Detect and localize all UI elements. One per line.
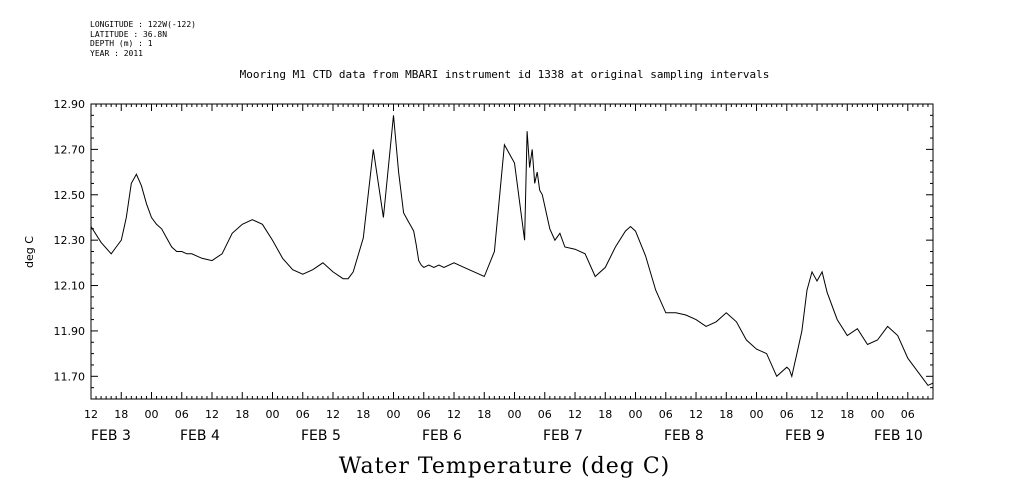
x-hour-tick-label: 18 <box>719 408 733 421</box>
x-hour-tick-label: 00 <box>387 408 401 421</box>
x-hour-tick-label: 06 <box>417 408 431 421</box>
x-hour-tick-label: 00 <box>750 408 764 421</box>
x-hour-tick-label: 06 <box>296 408 310 421</box>
axis-labels: 12 18 00 06 12 18 00 06 12 18 00 06 12 18 00 06 12 18 00 06… <box>54 98 923 444</box>
metadata-block: LONGITUDE : 122W(-122) LATITUDE : 36.8N … <box>90 20 196 58</box>
x-hour-tick-label: 12 <box>568 408 582 421</box>
x-hour-tick-label: 12 <box>810 408 824 421</box>
x-day-label: FEB 3 <box>91 428 131 444</box>
y-tick-label: 12.30 <box>54 234 86 247</box>
x-hour-tick-label: 06 <box>659 408 673 421</box>
x-hour-tick-label: 18 <box>235 408 249 421</box>
x-day-label: FEB 7 <box>543 428 583 444</box>
x-hour-tick-label: 06 <box>901 408 915 421</box>
x-hour-tick-label: 06 <box>538 408 552 421</box>
y-tick-label: 12.50 <box>54 189 86 202</box>
temperature-series-line <box>90 115 934 387</box>
longitude-line: LONGITUDE : 122W(-122) <box>90 20 196 29</box>
x-hour-tick-label: 12 <box>326 408 340 421</box>
axis-ticks <box>90 103 934 400</box>
x-axis-title: Water Temperature (deg C) <box>338 454 671 479</box>
x-hour-tick-label: 18 <box>477 408 491 421</box>
x-day-label: FEB 10 <box>874 428 923 444</box>
x-hour-tick-label: 00 <box>508 408 522 421</box>
y-tick-label: 12.70 <box>54 143 86 156</box>
x-day-label: FEB 9 <box>785 428 825 444</box>
x-hour-tick-label: 12 <box>205 408 219 421</box>
x-hour-tick-label: 00 <box>266 408 280 421</box>
x-hour-tick-label: 12 <box>447 408 461 421</box>
x-day-label: FEB 6 <box>422 428 462 444</box>
x-hour-tick-label: 18 <box>598 408 612 421</box>
x-hour-tick-label: 18 <box>114 408 128 421</box>
year-line: YEAR : 2011 <box>90 48 143 58</box>
latitude-line: LATITUDE : 36.8N <box>90 29 168 39</box>
x-hour-tick-label: 18 <box>356 408 370 421</box>
y-axis-label: deg C <box>23 236 36 268</box>
y-tick-label: 12.10 <box>54 280 86 293</box>
x-day-label: FEB 5 <box>301 428 341 444</box>
x-day-label: FEB 8 <box>664 428 704 444</box>
x-hour-tick-label: 06 <box>175 408 189 421</box>
x-day-label: FEB 4 <box>180 428 220 444</box>
x-hour-tick-label: 06 <box>780 408 794 421</box>
x-hour-tick-label: 00 <box>871 408 885 421</box>
x-hour-tick-label: 00 <box>629 408 643 421</box>
x-hour-tick-label: 18 <box>840 408 854 421</box>
x-hour-tick-label: 12 <box>84 408 98 421</box>
y-tick-label: 12.90 <box>54 98 86 111</box>
depth-line: DEPTH (m) : 1 <box>90 39 153 48</box>
x-hour-tick-label: 12 <box>689 408 703 421</box>
chart-title: Mooring M1 CTD data from MBARI instrumen… <box>239 68 770 81</box>
y-tick-label: 11.90 <box>54 325 86 338</box>
plot-frame <box>90 103 934 400</box>
x-hour-tick-label: 00 <box>145 408 159 421</box>
y-tick-label: 11.70 <box>54 370 86 383</box>
